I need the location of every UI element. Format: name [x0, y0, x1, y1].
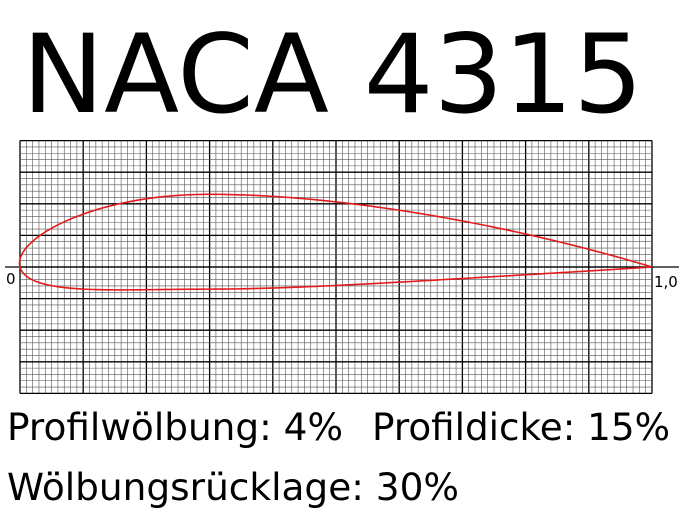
title: NACA 4315 [22, 11, 643, 138]
airfoil-profile [18, 193, 653, 291]
axis-label-start: 0 [6, 270, 16, 288]
caption-camber: Profilwölbung: 4% [7, 406, 343, 449]
axis-label-end: 1,0 [654, 273, 678, 291]
caption-camber-position: Wölbungsrücklage: 30% [7, 466, 459, 509]
caption-thickness: Profildicke: 15% [372, 406, 670, 449]
